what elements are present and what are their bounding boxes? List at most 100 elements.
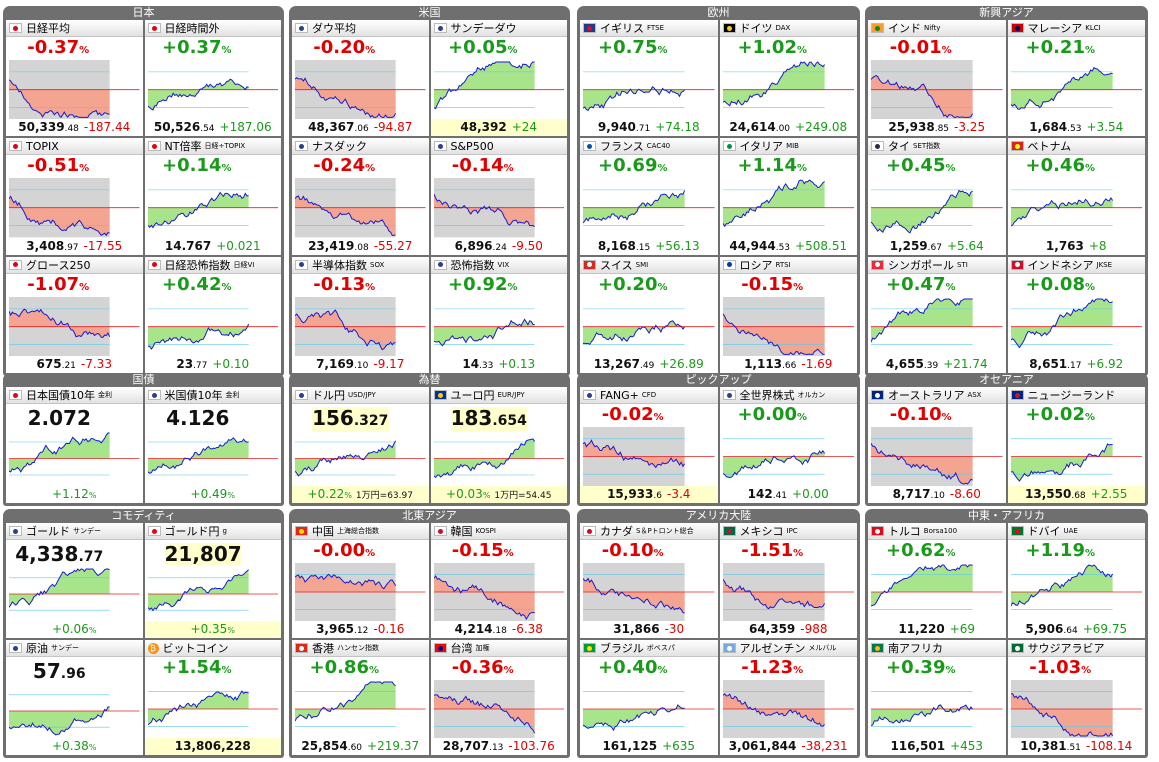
market-panel[interactable]: サウジアラビア -1.03% 10,381.51 -108.14	[1007, 640, 1145, 755]
panel-header[interactable]: 米国債10年 金利	[144, 387, 281, 404]
panel-header[interactable]: ドイツ DAX	[719, 20, 857, 37]
panel-header[interactable]: タイ SET指数	[868, 138, 1006, 156]
market-panel[interactable]: スイス SMI +0.20% 13,267.49 +26.89	[580, 256, 718, 373]
panel-header[interactable]: NT倍率 日経÷TOPIX	[144, 138, 281, 156]
market-panel[interactable]: タイ SET指数 +0.45% 1,259.67 +5.64	[868, 138, 1006, 255]
panel-header[interactable]: 恐怖指数 VIX	[430, 256, 567, 274]
panel-header[interactable]: メキシコ IPC	[719, 523, 857, 540]
panel-header[interactable]: サウジアラビア	[1007, 640, 1145, 657]
panel-header[interactable]: 全世界株式 オルカン	[719, 387, 857, 404]
panel-header[interactable]: カナダ S＆Pトロント総合	[580, 523, 718, 540]
panel-header[interactable]: マレーシア KLCI	[1007, 20, 1145, 37]
market-panel[interactable]: トルコ Borsa100 +0.62% 11,220 +69	[868, 523, 1006, 638]
panel-header[interactable]: インドネシア JKSE	[1007, 256, 1145, 274]
panel-header[interactable]: ニュージーランド	[1007, 387, 1145, 404]
market-panel[interactable]: シンガポール STI +0.47% 4,655.39 +21.74	[868, 256, 1006, 373]
market-panel[interactable]: S&P500 -0.14% 6,896.24 -9.50	[430, 138, 567, 255]
market-panel[interactable]: イギリス FTSE +0.75% 9,940.71 +74.18	[580, 20, 718, 137]
panel-header[interactable]: 南アフリカ	[868, 640, 1006, 657]
market-panel[interactable]: マレーシア KLCI +0.21% 1,684.53 +3.54	[1007, 20, 1145, 137]
market-panel[interactable]: ドイツ DAX +1.02% 24,614.00 +249.08	[719, 20, 857, 137]
market-panel[interactable]: インドネシア JKSE +0.08% 8,651.17 +6.92	[1007, 256, 1145, 373]
panel-header[interactable]: トルコ Borsa100	[868, 523, 1006, 540]
panel-header[interactable]: 半導体指数 SOX	[292, 256, 429, 274]
market-panel[interactable]: フランス CAC40 +0.69% 8,168.15 +56.13	[580, 138, 718, 255]
panel-header[interactable]: 日経平均	[6, 20, 143, 37]
market-panel[interactable]: TOPIX -0.51% 3,408.97 -17.55	[6, 138, 143, 255]
panel-header[interactable]: ブラジル ボベスパ	[580, 640, 718, 657]
market-panel[interactable]: 韓国 KOSPI -0.15% 4,214.18 -6.38	[430, 523, 567, 638]
panel-header[interactable]: FANG+ CFD	[580, 387, 718, 404]
panel-header[interactable]: 香港 ハンセン指数	[292, 640, 429, 657]
market-panel[interactable]: 日経時間外 +0.37% 50,526.54 +187.06	[144, 20, 281, 137]
price-change: +8	[1088, 238, 1107, 253]
market-panel[interactable]: ブラジル ボベスパ +0.40% 161,125 +635	[580, 640, 718, 755]
market-panel[interactable]: グロース250 -1.07% 675.21 -7.33	[6, 256, 143, 373]
market-panel[interactable]: 全世界株式 オルカン +0.00% 142.41 +0.00	[719, 387, 857, 503]
panel-header[interactable]: ゴールド サンデー	[6, 523, 143, 540]
panel-header[interactable]: アルゼンチン メルバル	[719, 640, 857, 657]
chart-area	[583, 296, 715, 356]
panel-header[interactable]: 台湾 加権	[430, 640, 567, 657]
market-panel[interactable]: インド Nifty -0.01% 25,938.85 -3.25	[868, 20, 1006, 137]
market-panel[interactable]: ドル円 USD/JPY 156.327 +0.22% 1万円=63.97	[292, 387, 429, 503]
panel-header[interactable]: ベトナム	[1007, 138, 1145, 156]
panel-header[interactable]: 日経恐怖指数 日経VI	[144, 256, 281, 274]
market-panel[interactable]: 香港 ハンセン指数 +0.86% 25,854.60 +219.37	[292, 640, 429, 755]
market-panel[interactable]: 台湾 加権 -0.36% 28,707.13 -103.76	[430, 640, 567, 755]
market-panel[interactable]: 日経恐怖指数 日経VI +0.42% 23.77 +0.10	[144, 256, 281, 373]
market-panel[interactable]: ゴールド サンデー 4,338.77 +0.06%	[6, 523, 143, 638]
panel-header[interactable]: 日経時間外	[144, 20, 281, 37]
panel-header[interactable]: シンガポール STI	[868, 256, 1006, 274]
panel-header[interactable]: ドル円 USD/JPY	[292, 387, 429, 404]
market-panel[interactable]: ロシア RTSI -0.15% 1,113.66 -1.69	[719, 256, 857, 373]
market-panel[interactable]: 日経平均 -0.37% 50,339.48 -187.44	[6, 20, 143, 137]
market-panel[interactable]: 原油 サンデー 57.96 +0.38%	[6, 640, 143, 755]
market-panel[interactable]: メキシコ IPC -1.51% 64,359 -988	[719, 523, 857, 638]
market-panel[interactable]: ニュージーランド +0.02% 13,550.68 +2.55	[1007, 387, 1145, 503]
panel-header[interactable]: ₿ ビットコイン	[144, 640, 281, 657]
panel-header[interactable]: ドバイ UAE	[1007, 523, 1145, 540]
market-panel[interactable]: ₿ ビットコイン +1.54% 13,806,228	[144, 640, 281, 755]
panel-header[interactable]: ロシア RTSI	[719, 256, 857, 274]
market-panel[interactable]: 米国債10年 金利 4.126 +0.49%	[144, 387, 281, 503]
market-panel[interactable]: NT倍率 日経÷TOPIX +0.14% 14.767 +0.021	[144, 138, 281, 255]
market-panel[interactable]: ナスダック -0.24% 23,419.08 -55.27	[292, 138, 429, 255]
panel-header[interactable]: 原油 サンデー	[6, 640, 143, 657]
panel-header[interactable]: サンデーダウ	[430, 20, 567, 37]
market-panel[interactable]: 半導体指数 SOX -0.13% 7,169.10 -9.17	[292, 256, 429, 373]
market-panel[interactable]: 日本国債10年 金利 2.072 +1.12%	[6, 387, 143, 503]
panel-header[interactable]: 韓国 KOSPI	[430, 523, 567, 540]
panel-header[interactable]: ナスダック	[292, 138, 429, 156]
market-panel[interactable]: ユーロ円 EUR/JPY 183.654 +0.03% 1万円=54.45	[430, 387, 567, 503]
panel-header[interactable]: イタリア MIB	[719, 138, 857, 156]
market-panel[interactable]: アルゼンチン メルバル -1.23% 3,061,844 -38,231	[719, 640, 857, 755]
panel-header[interactable]: ダウ平均	[292, 20, 429, 37]
market-panel[interactable]: カナダ S＆Pトロント総合 -0.10% 31,866 -30	[580, 523, 718, 638]
panel-header[interactable]: フランス CAC40	[580, 138, 718, 156]
panel-header[interactable]: オーストラリア ASX	[868, 387, 1006, 404]
market-panel[interactable]: ゴールド円 g 21,807 +0.35%	[144, 523, 281, 638]
market-panel[interactable]: ベトナム +0.46% 1,763 +8	[1007, 138, 1145, 255]
panel-header[interactable]: イギリス FTSE	[580, 20, 718, 37]
change-percent-value: +0.69	[597, 155, 658, 177]
panel-header[interactable]: ユーロ円 EUR/JPY	[430, 387, 567, 404]
panel-header[interactable]: スイス SMI	[580, 256, 718, 274]
panel-header[interactable]: TOPIX	[6, 138, 143, 156]
market-panel[interactable]: オーストラリア ASX -0.10% 8,717.10 -8.60	[868, 387, 1006, 503]
market-panel[interactable]: FANG+ CFD -0.02% 15,933.6 -3.4	[580, 387, 718, 503]
panel-header[interactable]: 中国 上海総合指数	[292, 523, 429, 540]
panel-header[interactable]: インド Nifty	[868, 20, 1006, 37]
market-panel[interactable]: 南アフリカ +0.39% 116,501 +453	[868, 640, 1006, 755]
market-panel[interactable]: イタリア MIB +1.14% 44,944.53 +508.51	[719, 138, 857, 255]
market-panel[interactable]: サンデーダウ +0.05% 48,392 +24	[430, 20, 567, 137]
panel-header[interactable]: 日本国債10年 金利	[6, 387, 143, 404]
market-panel[interactable]: 中国 上海総合指数 -0.00% 3,965.12 -0.16	[292, 523, 429, 638]
panel-header[interactable]: S&P500	[430, 138, 567, 156]
market-panel[interactable]: ドバイ UAE +1.19% 5,906.64 +69.75	[1007, 523, 1145, 638]
market-panel[interactable]: 恐怖指数 VIX +0.92% 14.33 +0.13	[430, 256, 567, 373]
it-flag-icon	[722, 141, 736, 152]
panel-header[interactable]: ゴールド円 g	[144, 523, 281, 540]
market-panel[interactable]: ダウ平均 -0.20% 48,367.06 -94.87	[292, 20, 429, 137]
panel-header[interactable]: グロース250	[6, 256, 143, 274]
